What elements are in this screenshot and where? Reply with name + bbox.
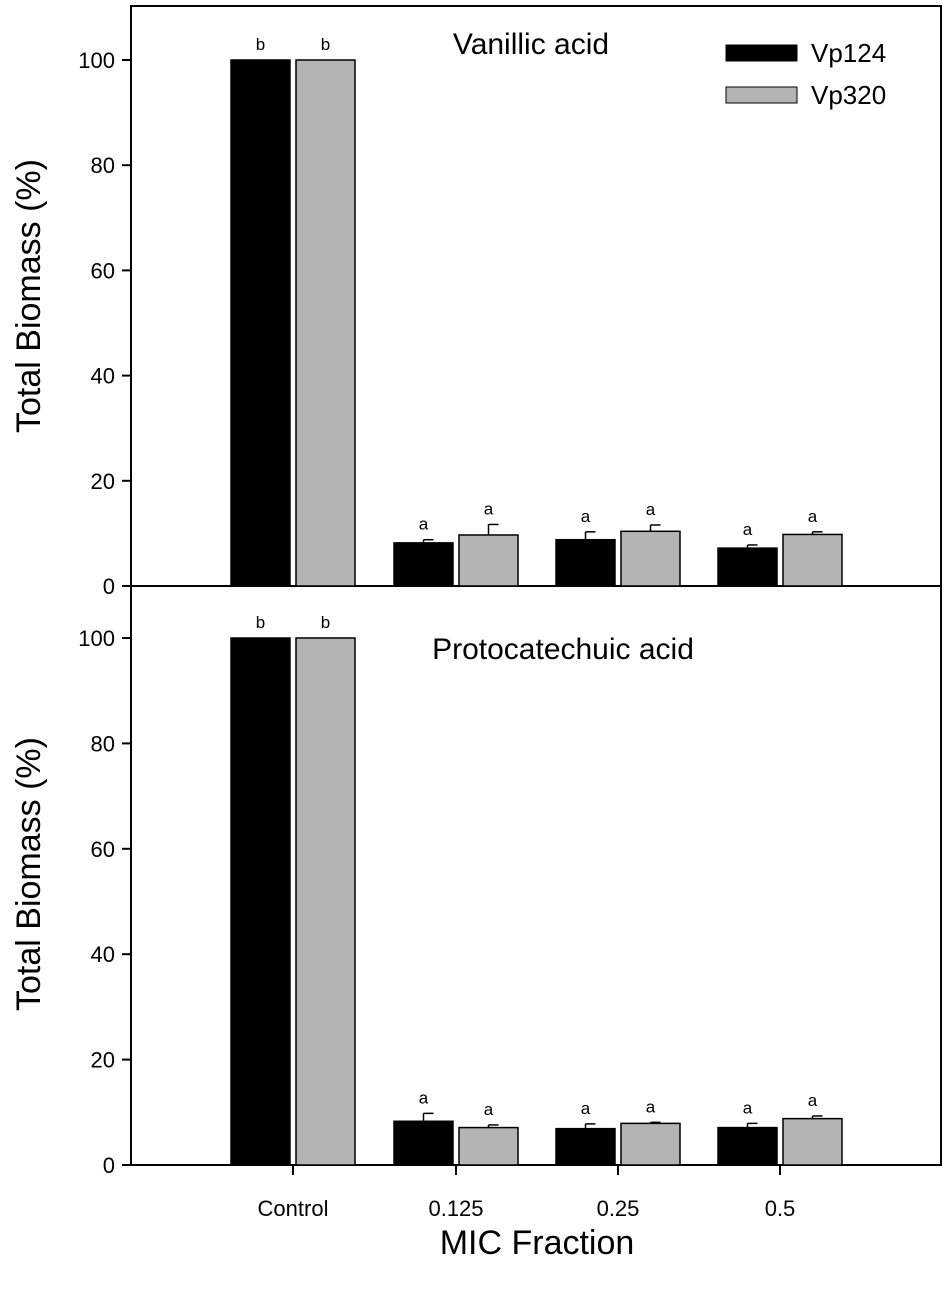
significance-label: a [743, 520, 753, 539]
bar [782, 1117, 843, 1166]
significance-label: b [256, 613, 265, 632]
legend-swatch-vp320 [725, 86, 798, 104]
panel-2-frame [130, 585, 942, 1166]
bar [620, 530, 681, 587]
legend-swatch-vp124 [725, 44, 798, 62]
x-tick-label: 0.125 [428, 1196, 483, 1221]
bar [230, 637, 291, 1166]
panel-2-y-axis-title: Total Biomass (%) [10, 737, 48, 1011]
significance-label: a [581, 507, 591, 526]
y-tick-label: 40 [91, 364, 115, 389]
y-tick-label: 0 [103, 574, 115, 599]
bar [295, 59, 356, 587]
bar [620, 1122, 681, 1166]
significance-label: a [419, 515, 429, 534]
plot-layer: 0 20 40 60 80 100 b b a a a a a a 0 20 40 60 80 100 b b Contro… [78, 35, 843, 1221]
significance-label: a [419, 1088, 429, 1107]
bar [555, 538, 616, 587]
bar [393, 542, 454, 587]
y-tick-label: 60 [91, 837, 115, 862]
significance-label: a [646, 1097, 656, 1116]
panel-1-y-axis-title: Total Biomass (%) [10, 159, 48, 433]
significance-label: a [484, 499, 494, 518]
y-tick-label: 40 [91, 942, 115, 967]
y-tick-label: 80 [91, 153, 115, 178]
legend: Vp124 Vp320 [725, 38, 886, 110]
significance-label: a [743, 1098, 753, 1117]
significance-label: a [581, 1099, 591, 1118]
bar [782, 533, 843, 587]
bar [295, 637, 356, 1166]
y-tick-label: 100 [78, 48, 115, 73]
panel-2-title: Protocatechuic acid [432, 633, 694, 666]
x-axis-title: MIC Fraction [440, 1224, 635, 1262]
bar [555, 1127, 616, 1166]
y-tick-label: 20 [91, 469, 115, 494]
y-tick-label: 100 [78, 626, 115, 651]
significance-label: a [646, 500, 656, 519]
y-tick-label: 20 [91, 1048, 115, 1073]
legend-label-vp320: Vp320 [811, 80, 886, 110]
significance-label: b [321, 35, 330, 54]
bar [717, 1126, 778, 1166]
bar [458, 534, 519, 587]
significance-label: b [321, 613, 330, 632]
significance-label: a [808, 507, 818, 526]
x-tick-label: 0.5 [765, 1196, 796, 1221]
significance-label: a [484, 1100, 494, 1119]
y-tick-label: 80 [91, 731, 115, 756]
bar [717, 547, 778, 587]
y-tick-label: 0 [103, 1153, 115, 1178]
x-tick-label: 0.25 [597, 1196, 640, 1221]
y-tick-label: 60 [91, 258, 115, 283]
bar [230, 59, 291, 587]
significance-label: a [808, 1091, 818, 1110]
legend-label-vp124: Vp124 [811, 38, 886, 68]
x-tick-label: Control [258, 1196, 329, 1221]
bar [393, 1120, 454, 1166]
bar [458, 1126, 519, 1166]
significance-label: b [256, 35, 265, 54]
panel-1-title: Vanillic acid [453, 28, 609, 61]
